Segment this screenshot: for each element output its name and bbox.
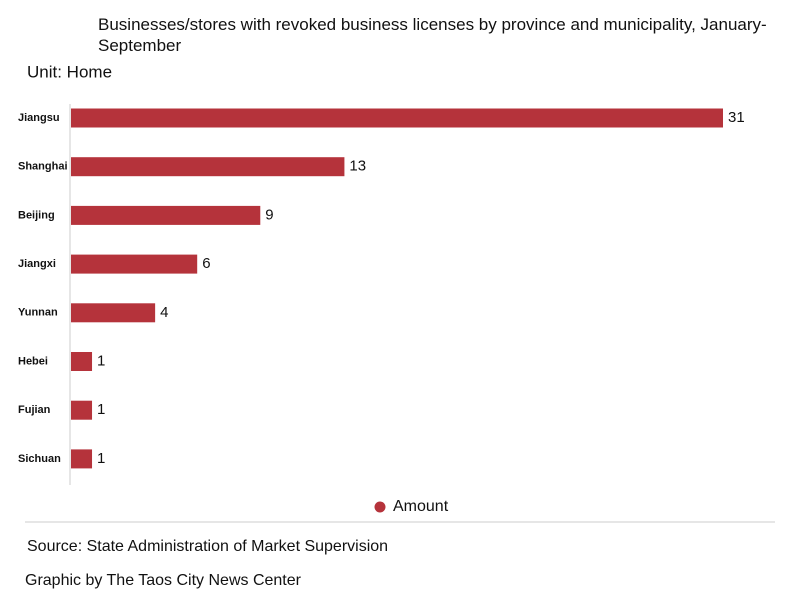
- y-tick-label: Beijing: [18, 209, 55, 221]
- bar: [71, 400, 93, 420]
- bar: [71, 303, 156, 323]
- y-tick-label: Fujian: [18, 404, 51, 416]
- data-label: 4: [160, 304, 168, 321]
- data-label: 9: [265, 206, 273, 223]
- bar: [71, 157, 345, 177]
- y-tick-label: Jiangsu: [18, 112, 60, 124]
- source: Source: State Administration of Market S…: [27, 538, 388, 555]
- bar: [71, 449, 93, 469]
- data-label: 6: [202, 255, 210, 272]
- bar: [71, 205, 261, 225]
- chart-title: Businesses/stores with revoked business …: [98, 15, 767, 55]
- unit-label: Unit: Home: [27, 62, 112, 81]
- legend-label: Amount: [393, 498, 449, 515]
- bar: [71, 254, 198, 274]
- bar: [71, 108, 723, 128]
- credit: Graphic by The Taos City News Center: [25, 572, 302, 589]
- y-tick-label: Sichuan: [18, 453, 61, 465]
- y-tick-label: Hebei: [18, 355, 48, 367]
- data-label: 31: [728, 109, 745, 126]
- data-label: 1: [97, 352, 105, 369]
- legend-marker: [374, 501, 386, 513]
- data-label: 1: [97, 401, 105, 418]
- data-label: 13: [349, 158, 366, 175]
- y-tick-label: Jiangxi: [18, 258, 56, 270]
- y-tick-label: Shanghai: [18, 161, 68, 173]
- y-tick-label: Yunnan: [18, 307, 58, 319]
- bar: [71, 352, 93, 371]
- data-label: 1: [97, 450, 105, 467]
